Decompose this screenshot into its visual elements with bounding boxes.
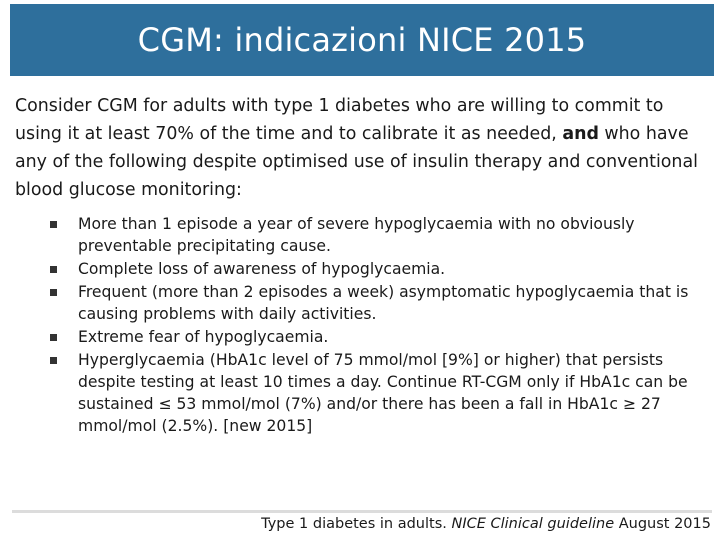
page-title: CGM: indicazioni NICE 2015 (137, 21, 587, 59)
list-item: Complete loss of awareness of hypoglycae… (50, 258, 710, 280)
square-bullet-icon (50, 357, 57, 364)
intro-bold-word: and (562, 124, 599, 144)
list-item: Hyperglycaemia (HbA1c level of 75 mmol/m… (50, 349, 710, 437)
list-item: More than 1 episode a year of severe hyp… (50, 213, 710, 257)
citation-title: Type 1 diabetes in adults. (261, 516, 452, 532)
footer-divider (12, 510, 712, 513)
citation: Type 1 diabetes in adults. NICE Clinical… (261, 516, 711, 532)
criterion-text: Frequent (more than 2 episodes a week) a… (78, 283, 689, 323)
list-item: Extreme fear of hypoglycaemia. (50, 326, 710, 348)
criterion-text: More than 1 episode a year of severe hyp… (78, 215, 635, 255)
intro-text-end: who have any of the following despite op… (15, 124, 698, 200)
intro-paragraph: Consider CGM for adults with type 1 diab… (15, 92, 707, 204)
square-bullet-icon (50, 289, 57, 296)
criteria-list: More than 1 episode a year of severe hyp… (50, 213, 710, 438)
citation-source: NICE Clinical guideline (451, 516, 615, 532)
title-bar: CGM: indicazioni NICE 2015 (10, 4, 714, 76)
square-bullet-icon (50, 266, 57, 273)
intro-text-start: Consider CGM for adults with type 1 diab… (15, 96, 664, 144)
criterion-text: Extreme fear of hypoglycaemia. (78, 328, 329, 346)
square-bullet-icon (50, 334, 57, 341)
criterion-text: Hyperglycaemia (HbA1c level of 75 mmol/m… (78, 351, 688, 435)
square-bullet-icon (50, 221, 57, 228)
criterion-text: Complete loss of awareness of hypoglycae… (78, 260, 446, 278)
citation-date: August 2015 (614, 516, 711, 532)
list-item: Frequent (more than 2 episodes a week) a… (50, 281, 710, 325)
